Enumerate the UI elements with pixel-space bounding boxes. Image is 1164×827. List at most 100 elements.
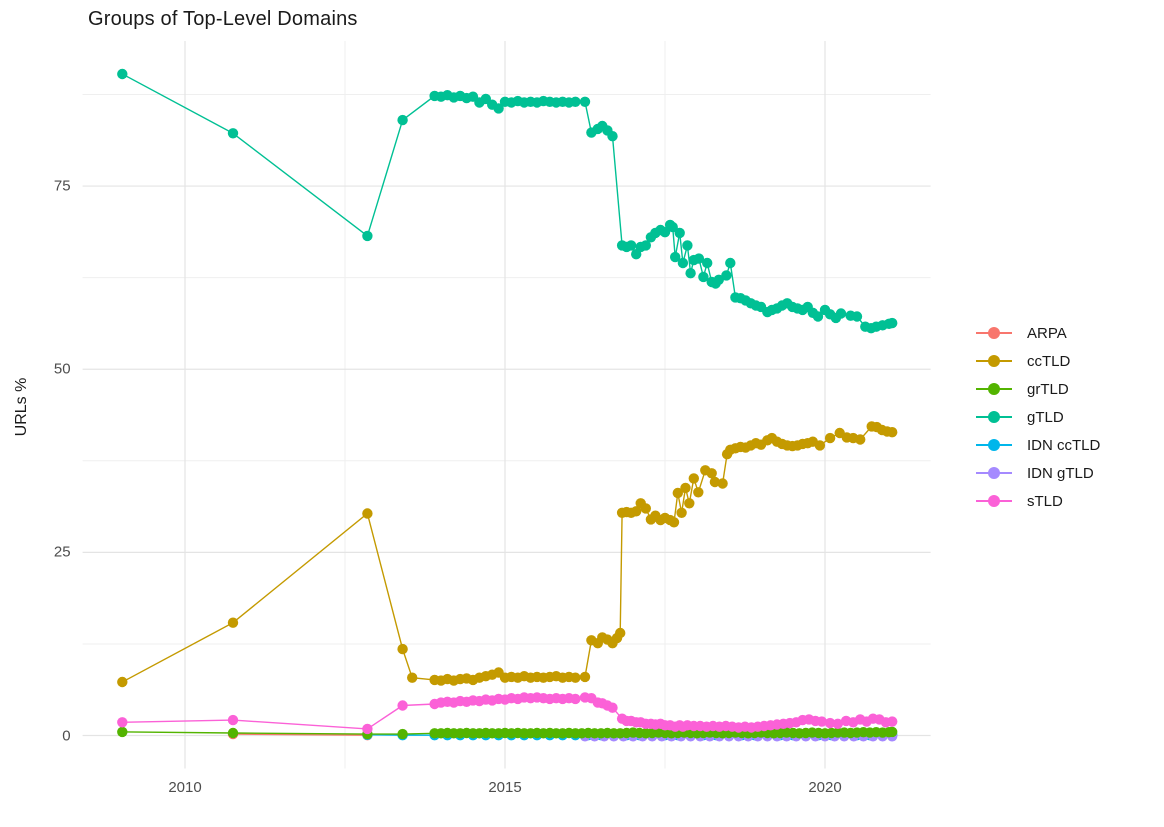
legend-item-grtld: grTLD: [976, 378, 1100, 400]
data-point-ccTLD: [887, 427, 898, 438]
data-point-ccTLD: [717, 478, 728, 489]
data-point-sTLD: [397, 700, 408, 711]
data-point-ccTLD: [688, 473, 699, 484]
data-point-gTLD: [721, 270, 732, 281]
data-point-grTLD: [227, 727, 239, 739]
data-point-gTLD: [887, 317, 898, 329]
data-point-sTLD: [832, 718, 843, 729]
data-point-gTLD: [579, 96, 591, 108]
data-point-sTLD: [227, 714, 239, 726]
data-point-ccTLD: [407, 672, 418, 683]
data-point-ccTLD: [570, 672, 581, 683]
data-point-gTLD: [570, 96, 581, 108]
data-point-ccTLD: [693, 487, 704, 498]
data-point-ccTLD: [680, 482, 691, 494]
data-point-sTLD: [887, 716, 898, 727]
legend-label: IDN gTLD: [1027, 464, 1094, 482]
legend-label: gTLD: [1027, 408, 1064, 426]
data-point-gTLD: [674, 227, 685, 239]
data-point-ccTLD: [579, 671, 591, 683]
data-point-gTLD: [625, 240, 637, 251]
data-point-ccTLD: [672, 487, 683, 499]
legend-label: ARPA: [1027, 324, 1067, 342]
data-point-gTLD: [667, 221, 678, 233]
data-point-gTLD: [362, 230, 373, 242]
data-point-gTLD: [851, 311, 863, 322]
legend-key-icon: [976, 490, 1012, 512]
data-point-gTLD: [640, 240, 651, 251]
data-point-gTLD: [725, 257, 736, 269]
legend-item-gtld: gTLD: [976, 406, 1100, 428]
data-point-ccTLD: [814, 440, 826, 451]
data-point-gTLD: [693, 253, 705, 264]
y-tick-label: 0: [62, 727, 71, 745]
data-point-sTLD: [362, 723, 373, 735]
data-point-ccTLD: [227, 617, 239, 628]
y-tick-label: 25: [53, 543, 71, 561]
data-point-ccTLD: [676, 507, 687, 518]
legend-key-icon: [976, 378, 1012, 400]
data-point-gTLD: [607, 131, 618, 142]
legend-item-idn-cctld: IDN ccTLD: [976, 434, 1100, 456]
data-point-ccTLD: [709, 476, 721, 488]
data-point-gTLD: [685, 268, 696, 279]
data-point-sTLD: [824, 717, 836, 729]
legend-item-stld: sTLD: [976, 490, 1100, 512]
data-point-ccTLD: [706, 468, 717, 479]
data-point-gTLD: [670, 251, 681, 263]
data-point-gTLD: [698, 271, 709, 283]
data-point-ccTLD: [684, 498, 695, 509]
series-line-gTLD: [121, 73, 893, 329]
legend: ARPA ccTLD grTLD gTLD IDN ccTLD IDN gTLD…: [976, 322, 1100, 512]
data-point-sTLD: [570, 693, 581, 705]
legend-label: ccTLD: [1027, 352, 1071, 370]
data-point-gTLD: [677, 257, 689, 269]
x-tick-label: 2020: [808, 778, 842, 796]
legend-key-icon: [976, 322, 1012, 344]
data-point-ccTLD: [824, 432, 836, 444]
y-tick-label: 75: [53, 177, 71, 195]
chart-title: Groups of Top-Level Domains: [88, 8, 358, 30]
data-point-ccTLD: [397, 643, 408, 655]
data-point-gTLD: [702, 257, 713, 269]
legend-item-idn-gtld: IDN gTLD: [976, 462, 1100, 484]
legend-key-icon: [976, 462, 1012, 484]
legend-key-icon: [976, 406, 1012, 428]
data-point-ccTLD: [615, 627, 626, 639]
legend-key-icon: [976, 350, 1012, 372]
data-point-gTLD: [713, 274, 724, 285]
legend-label: IDN ccTLD: [1027, 436, 1101, 454]
data-point-gTLD: [493, 103, 504, 114]
data-point-ccTLD: [362, 508, 373, 519]
x-tick-label: 2015: [488, 778, 522, 796]
data-point-sTLD: [816, 716, 827, 727]
data-point-grTLD: [117, 726, 128, 738]
legend-key-icon: [976, 434, 1012, 456]
data-point-sTLD: [117, 717, 128, 728]
y-tick-label: 50: [53, 360, 71, 378]
series-line-ARPA: [232, 733, 368, 736]
data-point-ccTLD: [117, 676, 128, 688]
legend-item-arpa: ARPA: [976, 322, 1100, 344]
data-point-ccTLD: [640, 503, 651, 514]
data-point-gTLD: [659, 227, 671, 238]
legend-item-cctld: ccTLD: [976, 350, 1100, 372]
data-point-gTLD: [682, 240, 693, 251]
data-point-sTLD: [607, 702, 618, 713]
data-point-ccTLD: [855, 434, 866, 445]
data-point-gTLD: [117, 68, 128, 80]
y-axis-title: URLs %: [13, 377, 30, 437]
legend-label: sTLD: [1027, 492, 1063, 510]
legend-label: grTLD: [1027, 380, 1069, 398]
data-point-gTLD: [397, 114, 408, 126]
data-point-gTLD: [227, 128, 239, 139]
data-point-ccTLD: [631, 506, 642, 517]
data-point-ccTLD: [668, 517, 680, 528]
data-point-grTLD: [397, 728, 408, 740]
data-point-gTLD: [812, 311, 824, 322]
data-point-grTLD: [887, 726, 898, 738]
data-point-gTLD: [835, 308, 847, 319]
x-tick-label: 2010: [168, 778, 202, 796]
